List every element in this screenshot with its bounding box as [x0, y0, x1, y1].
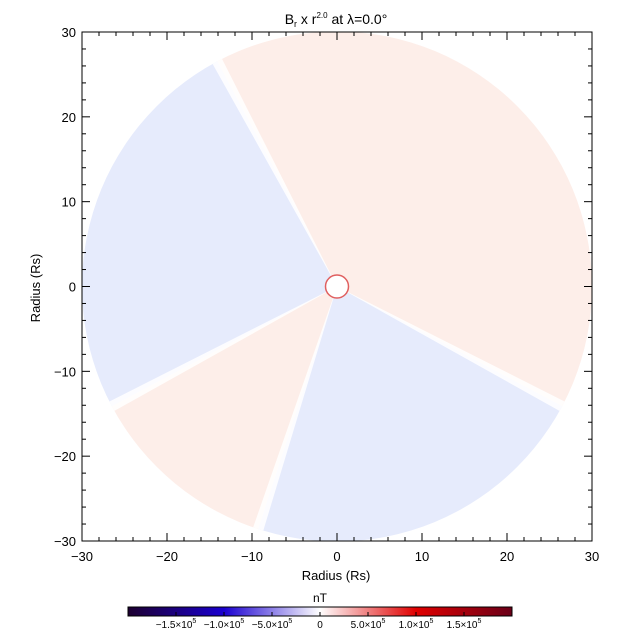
y-axis: −30 −20 −10 0 10 20 30 [54, 25, 592, 549]
x-axis-label: Radius (Rs) [302, 568, 371, 583]
current-sheet-0 [150, 31, 337, 287]
y-tick-label: −20 [54, 449, 76, 464]
current-sheet-2 [211, 286, 337, 542]
x-tick-label: 20 [500, 549, 514, 564]
x-tick-label: −20 [156, 549, 178, 564]
x-axis: −30 −20 −10 0 10 20 30 [71, 32, 599, 564]
y-tick-label: −10 [54, 364, 76, 379]
x-tick-label: 30 [585, 549, 599, 564]
colorbar-tick-label: −1.5×105 [156, 618, 197, 631]
x-tick-label: −30 [71, 549, 93, 564]
x-tick-label: −10 [241, 549, 263, 564]
colorbar-title: nT [313, 591, 328, 605]
y-tick-label: 30 [62, 25, 76, 40]
x-tick-label: 10 [415, 549, 429, 564]
colorbar-tick-label: −1.0×105 [204, 618, 245, 631]
title-part-2: x r [297, 11, 317, 27]
current-sheet-1 [82, 286, 337, 474]
chart-title: Br x r2.0 at λ=0.0° [285, 11, 388, 29]
y-axis-label: Radius (Rs) [28, 254, 43, 323]
title-part-1: r [294, 19, 297, 29]
colorbar-tick-label: 1.0×105 [399, 618, 434, 631]
y-tick-label: 10 [62, 195, 76, 210]
colorbar-tick-label: 5.0×105 [351, 618, 386, 631]
current-sheet-3 [337, 286, 592, 474]
colorbar-tick-label: −5.0×105 [252, 618, 293, 631]
field-sector-positive-2 [82, 286, 337, 542]
title-part-4: at λ=0.0° [328, 11, 388, 27]
x-tick-label: 0 [333, 549, 340, 564]
title-part-0: B [285, 11, 294, 27]
colorbar-tick-label: 1.5×105 [447, 618, 482, 631]
title-part-3: 2.0 [316, 11, 328, 20]
inner-boundary [324, 274, 350, 299]
y-tick-label: 0 [69, 280, 76, 295]
y-tick-label: 20 [62, 110, 76, 125]
field-sector-negative-3 [218, 286, 592, 542]
colorbar-ticks: −1.5×105 −1.0×105 −5.0×105 0 5.0×105 1.0×105 1… [156, 612, 482, 631]
colorbar-tick-label: 0 [317, 620, 323, 631]
y-tick-label: −30 [54, 534, 76, 549]
